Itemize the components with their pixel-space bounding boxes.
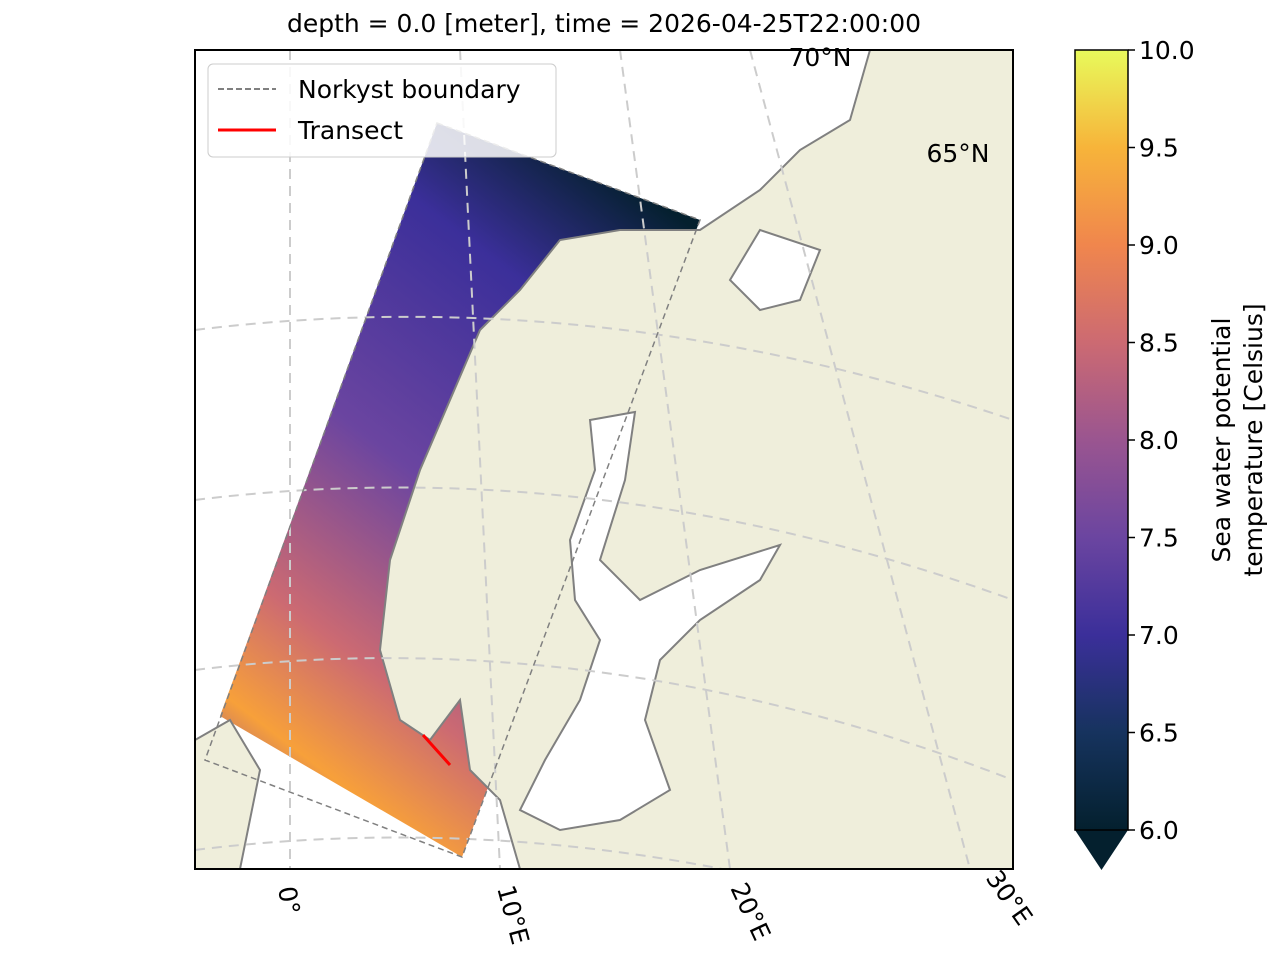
legend: Norkyst boundary Transect <box>207 63 557 158</box>
baltic-sea <box>518 410 783 832</box>
colorbar-tick-label: 7.5 <box>1139 524 1179 553</box>
map-area <box>195 50 1013 869</box>
white-sea <box>728 228 822 312</box>
lon-label: 10°E <box>491 882 535 948</box>
title: depth = 0.0 [meter], time = 2026-04-25T2… <box>287 9 921 38</box>
lat-label: 70°N <box>788 43 851 72</box>
legend-label: Norkyst boundary <box>298 75 521 104</box>
graticule <box>195 50 1013 869</box>
colorbar-tick-label: 6.0 <box>1139 816 1179 845</box>
lon-label: 0° <box>272 884 305 917</box>
colorbar-tick-label: 6.5 <box>1139 719 1179 748</box>
colorbar-tick-label: 10.0 <box>1139 36 1195 65</box>
colorbar-tick-label: 9.5 <box>1139 134 1179 163</box>
colorbar-extend <box>1075 830 1128 870</box>
axes-frame <box>194 49 1014 870</box>
legend-label: Transect <box>297 116 403 145</box>
colorbar-label: temperature [Celsius] <box>1239 303 1268 576</box>
lon-label: 30°E <box>980 865 1038 931</box>
transect <box>421 733 452 767</box>
colorbar-gradient <box>1075 50 1128 830</box>
colorbar-tick-label: 8.5 <box>1139 329 1179 358</box>
land <box>195 718 262 869</box>
lon-label: 20°E <box>725 878 777 945</box>
colorbar-tick-label: 7.0 <box>1139 621 1179 650</box>
colorbar-tick-label: 9.0 <box>1139 231 1179 260</box>
legend-box <box>207 63 557 158</box>
norkyst-boundary <box>204 122 701 858</box>
colorbar-label: Sea water potential <box>1207 318 1236 563</box>
colorbar-tick-label: 8.0 <box>1139 426 1179 455</box>
colorbar: Sea water potential temperature [Celsius… <box>1074 36 1268 870</box>
lat-label: 65°N <box>926 139 989 168</box>
